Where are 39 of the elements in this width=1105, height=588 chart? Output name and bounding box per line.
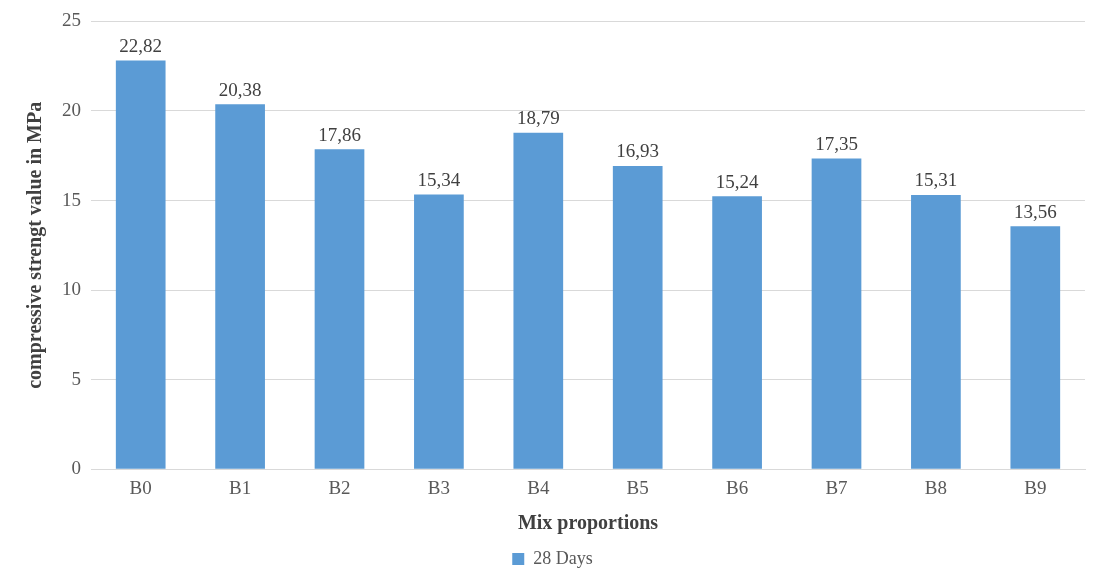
data-label: 15,31: [914, 169, 958, 191]
data-label: 13,56: [1013, 200, 1057, 222]
legend-label: 28 Days: [533, 547, 593, 568]
data-label: 22,82: [119, 34, 163, 56]
x-tick-label: B1: [229, 476, 252, 498]
bar: [612, 165, 663, 469]
x-tick-label: B8: [924, 476, 947, 498]
bar: [712, 196, 762, 469]
bar: [115, 60, 166, 469]
y-tick-label: 25: [62, 9, 81, 31]
bar: [314, 149, 365, 469]
data-label: 20,38: [218, 78, 262, 100]
bar: [811, 158, 862, 469]
data-label: 15,24: [715, 170, 759, 192]
data-label: 17,35: [815, 132, 858, 154]
y-axis-title: compressive strengt value in MPa: [23, 101, 47, 389]
bar: [911, 194, 961, 469]
x-tick-label: B0: [129, 476, 152, 498]
x-tick-label: B3: [427, 476, 450, 498]
y-tick-label: 15: [62, 188, 81, 210]
x-tick-label: B5: [626, 476, 649, 498]
data-label: 15,34: [417, 168, 461, 190]
y-tick-label: 0: [71, 457, 81, 479]
x-tick-label: B7: [825, 476, 848, 498]
x-tick-label: B9: [1024, 476, 1047, 498]
bar: [1010, 226, 1061, 469]
x-axis-title: Mix proportions: [517, 511, 659, 535]
y-tick-label: 5: [71, 367, 81, 389]
bar: [215, 104, 265, 469]
data-label: 16,93: [616, 140, 660, 162]
x-tick-label: B2: [328, 476, 351, 498]
data-label: 18,79: [516, 107, 560, 129]
y-tick-label: 20: [62, 98, 81, 120]
y-tick-label: 10: [62, 278, 81, 300]
x-tick-label: B4: [527, 476, 550, 498]
bar: [414, 194, 464, 469]
data-label: 17,86: [318, 123, 361, 145]
x-tick-label: B6: [726, 476, 749, 498]
bar: [513, 132, 564, 469]
